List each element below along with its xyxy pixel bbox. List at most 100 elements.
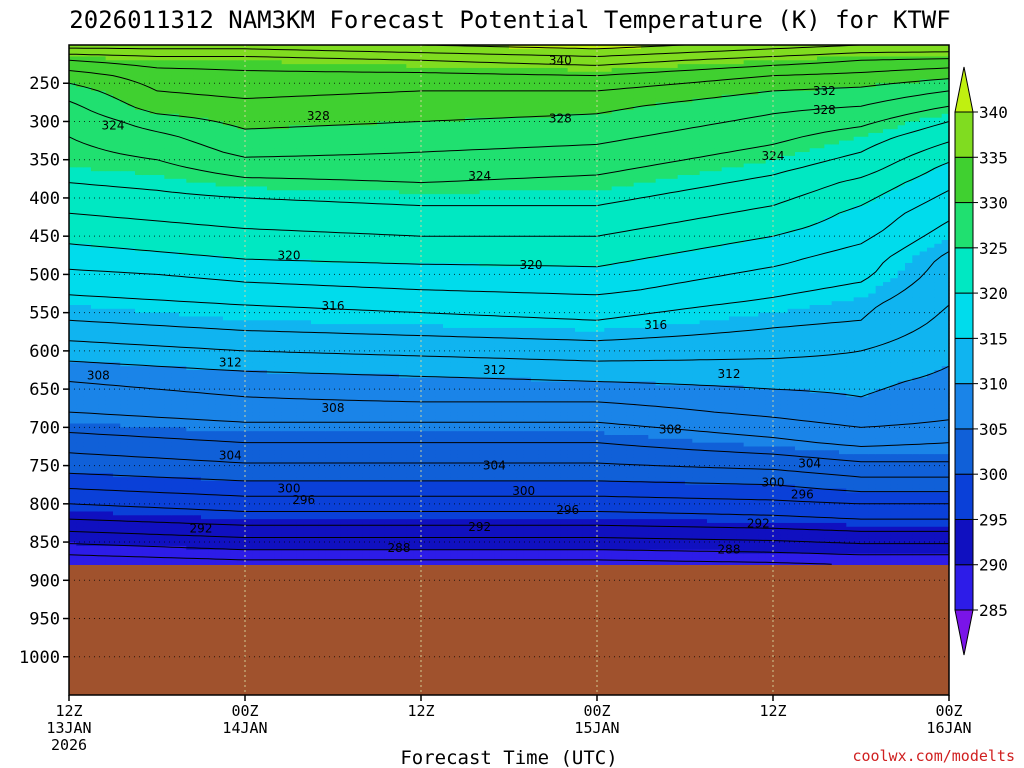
theta-cell	[69, 178, 77, 184]
theta-cell	[267, 117, 275, 123]
theta-cell	[69, 175, 77, 180]
theta-cell	[318, 182, 327, 188]
theta-cell	[76, 549, 85, 555]
theta-cell	[252, 167, 261, 172]
theta-cell	[135, 419, 143, 425]
theta-cell	[267, 553, 275, 558]
theta-cell	[105, 282, 114, 287]
theta-cell	[105, 163, 114, 168]
theta-cell	[208, 56, 217, 61]
theta-cell	[135, 148, 143, 153]
theta-cell	[259, 67, 268, 73]
theta-cell	[325, 500, 334, 505]
theta-cell	[325, 480, 334, 486]
theta-cell	[69, 90, 77, 96]
theta-cell	[289, 377, 297, 383]
theta-cell	[186, 469, 195, 474]
theta-cell	[113, 335, 121, 341]
theta-cell	[296, 412, 305, 417]
theta-cell	[318, 339, 327, 344]
theta-cell	[259, 538, 268, 543]
theta-cell	[157, 477, 165, 482]
theta-cell	[274, 220, 283, 226]
theta-cell	[171, 404, 180, 409]
theta-cell	[113, 461, 121, 467]
theta-cell	[142, 542, 151, 547]
theta-cell	[149, 48, 158, 54]
theta-cell	[274, 358, 283, 363]
theta-cell	[157, 385, 165, 390]
theta-cell	[259, 366, 268, 371]
theta-cell	[83, 56, 92, 61]
theta-cell	[259, 155, 268, 161]
theta-cell	[164, 224, 173, 230]
theta-cell	[252, 293, 261, 298]
theta-cell	[274, 155, 283, 161]
theta-cell	[325, 305, 334, 310]
theta-cell	[252, 106, 261, 111]
theta-cell	[179, 308, 187, 314]
theta-cell	[135, 209, 143, 214]
theta-cell	[193, 213, 202, 218]
theta-cell	[252, 274, 261, 279]
theta-cell	[303, 412, 312, 417]
theta-cell	[333, 175, 341, 180]
theta-cell	[69, 542, 77, 547]
theta-cell	[289, 366, 297, 371]
theta-cell	[215, 197, 224, 203]
theta-cell	[267, 347, 275, 352]
theta-cell	[142, 209, 151, 214]
theta-cell	[333, 343, 341, 348]
theta-cell	[157, 205, 165, 211]
theta-cell	[245, 274, 253, 279]
theta-cell	[135, 60, 143, 65]
theta-cell	[267, 87, 275, 92]
theta-cell	[149, 389, 158, 394]
theta-cell	[274, 519, 283, 524]
theta-cell	[186, 324, 195, 329]
theta-cell	[267, 389, 275, 394]
theta-cell	[83, 201, 92, 207]
theta-cell	[91, 178, 99, 184]
theta-cell	[208, 442, 217, 448]
theta-cell	[274, 129, 283, 134]
theta-cell	[208, 136, 217, 142]
theta-cell	[69, 152, 77, 157]
theta-cell	[311, 389, 319, 394]
theta-cell	[149, 217, 158, 222]
theta-cell	[289, 324, 297, 329]
theta-cell	[208, 175, 217, 180]
theta-cell	[318, 377, 327, 383]
theta-cell	[69, 113, 77, 119]
theta-cell	[296, 201, 305, 207]
theta-cell	[230, 243, 239, 249]
theta-cell	[237, 129, 246, 134]
theta-cell	[98, 94, 107, 100]
theta-cell	[296, 500, 305, 505]
theta-cell	[267, 171, 275, 176]
theta-cell	[120, 446, 129, 451]
theta-cell	[281, 469, 290, 474]
theta-cell	[318, 240, 327, 245]
theta-cell	[157, 110, 165, 115]
theta-cell	[303, 182, 312, 188]
theta-cell	[83, 305, 92, 310]
theta-cell	[318, 561, 327, 566]
theta-cell	[83, 285, 92, 291]
theta-cell	[318, 159, 327, 165]
theta-cell	[215, 102, 224, 107]
theta-cell	[113, 480, 121, 486]
theta-cell	[237, 121, 246, 126]
theta-cell	[230, 129, 239, 134]
theta-cell	[105, 251, 114, 256]
theta-cell	[186, 427, 195, 432]
theta-cell	[76, 530, 85, 536]
theta-cell	[333, 155, 341, 161]
theta-cell	[281, 259, 290, 264]
theta-cell	[289, 178, 297, 184]
theta-cell	[76, 297, 85, 302]
theta-cell	[274, 110, 283, 115]
theta-cell	[83, 404, 92, 409]
theta-cell	[91, 415, 99, 421]
theta-cell	[193, 159, 202, 165]
